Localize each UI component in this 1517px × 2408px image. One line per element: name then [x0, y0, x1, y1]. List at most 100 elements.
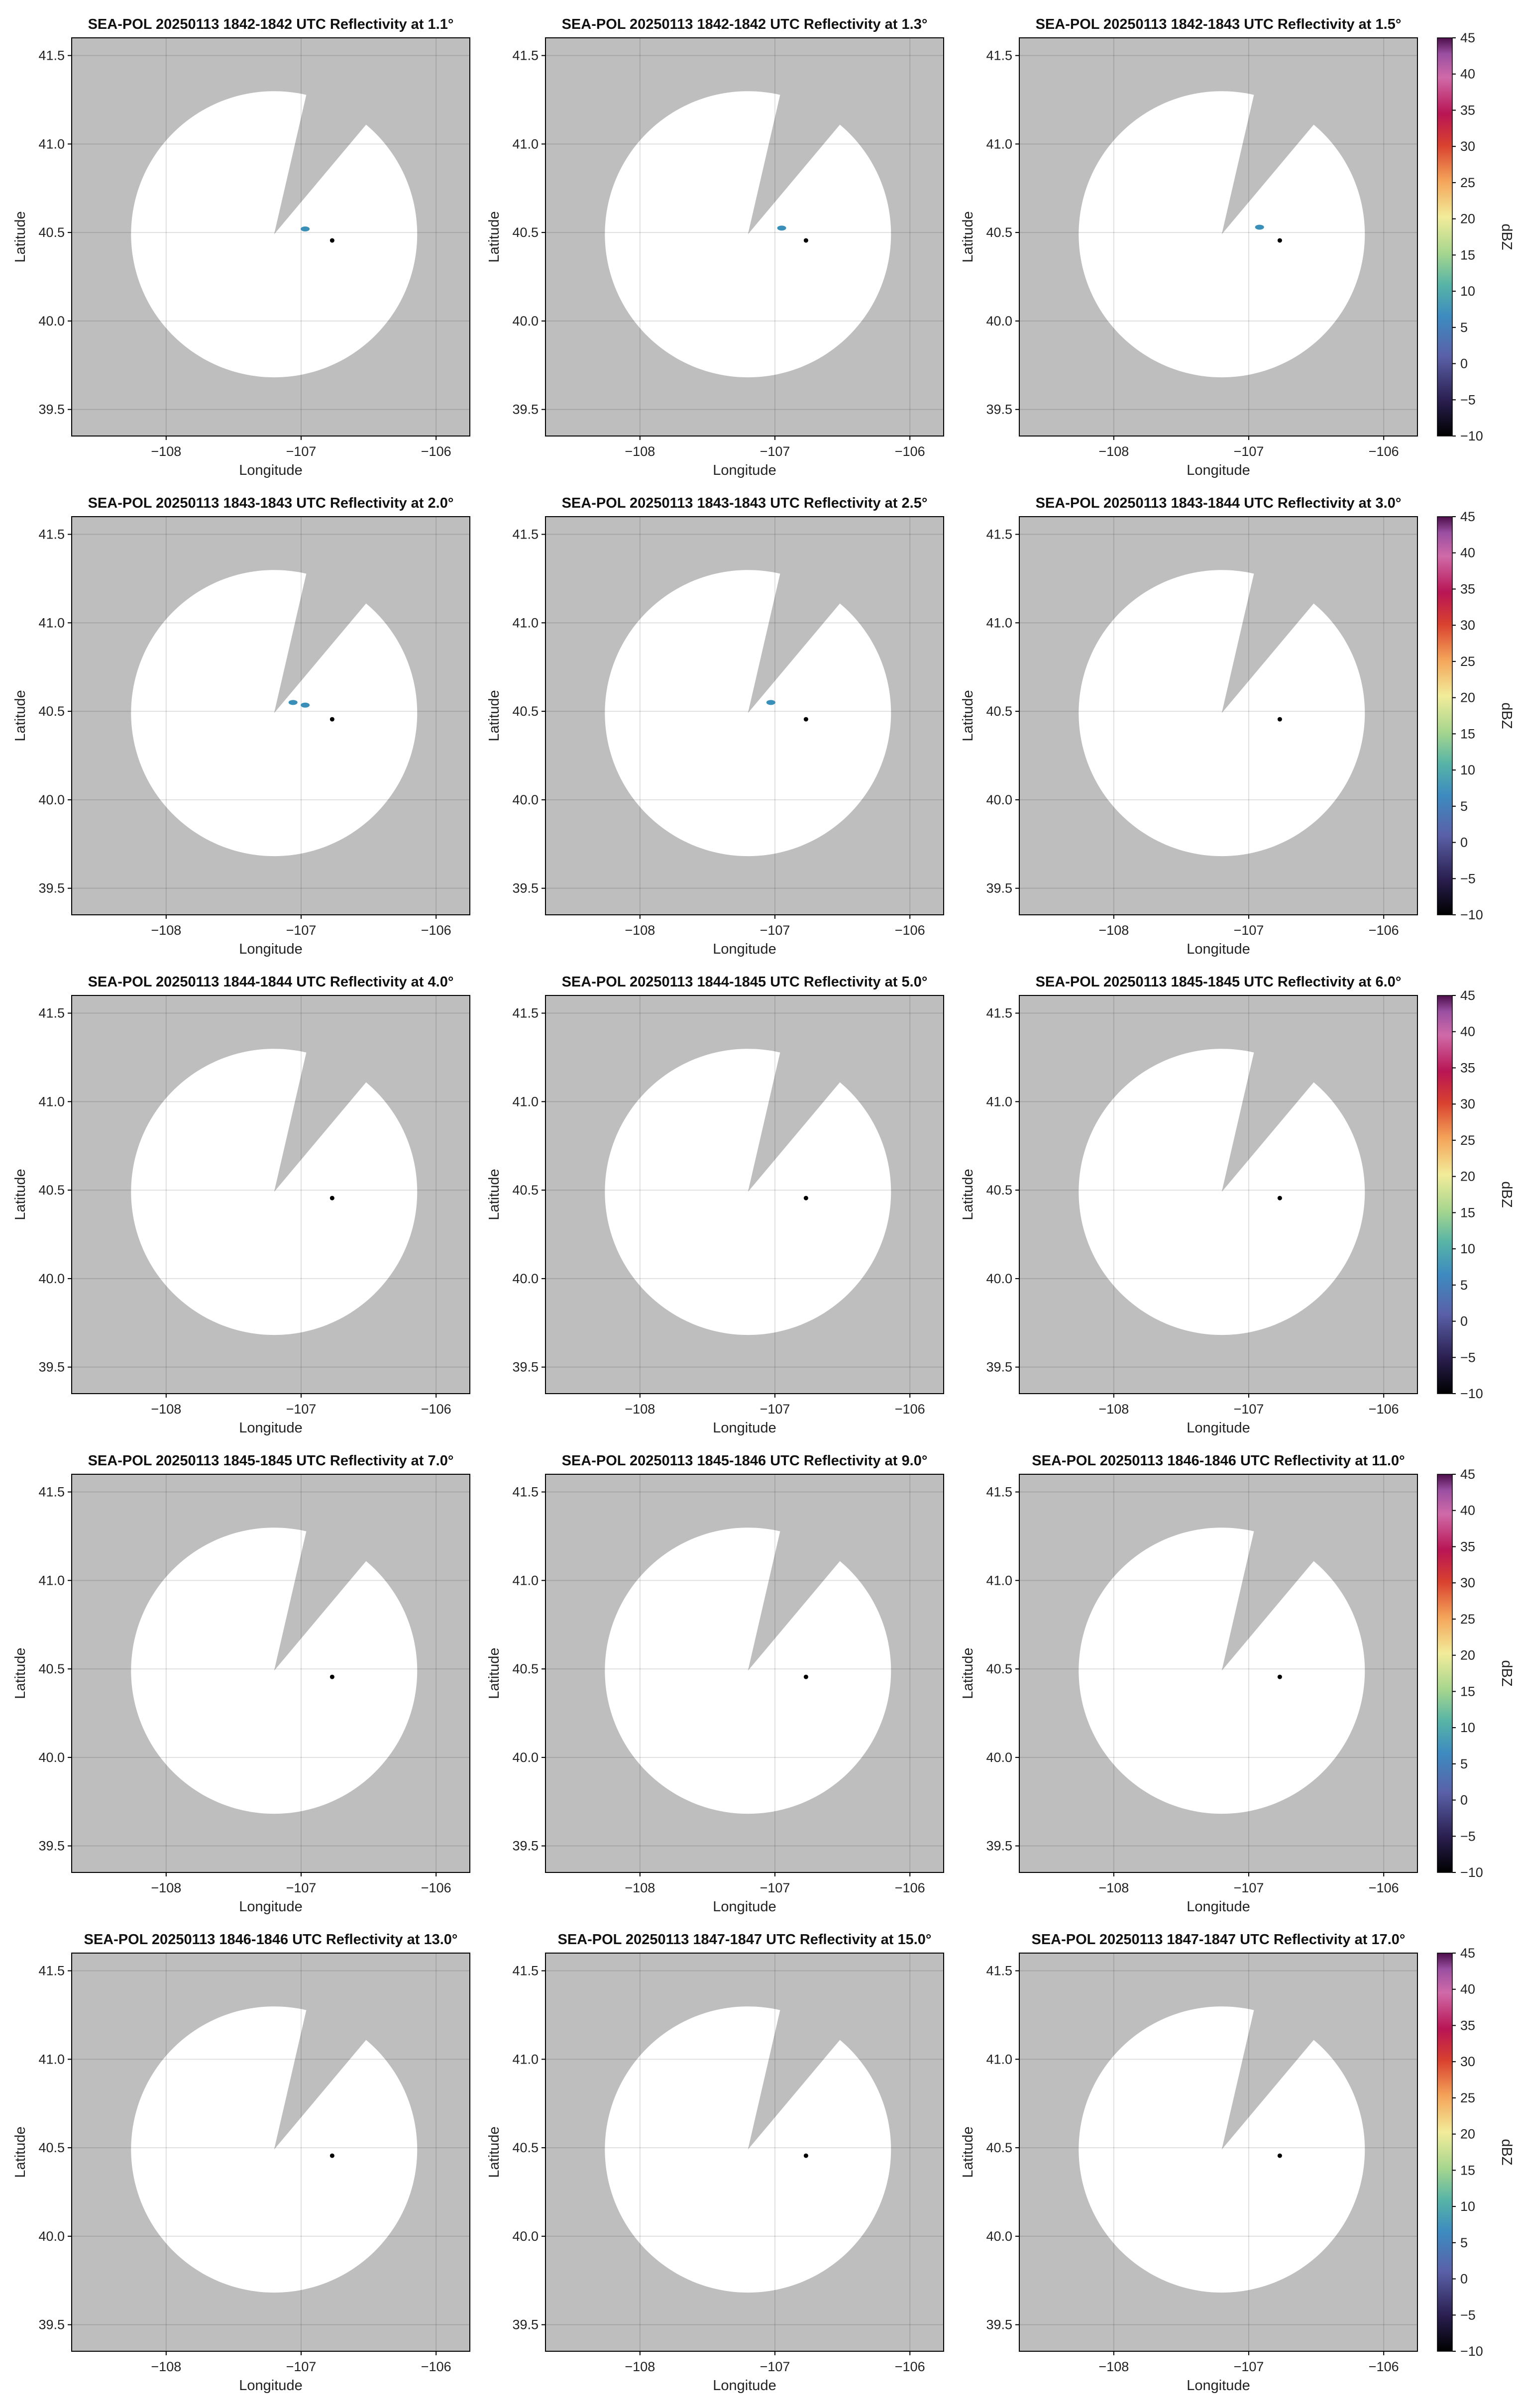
- x-tick-label: −106: [421, 2359, 451, 2374]
- plot-frame: [1019, 37, 1418, 437]
- colorbar-tick-label: 20: [1460, 212, 1475, 226]
- y-tick-label: 41.0: [986, 615, 1012, 630]
- colorbar-tick-label: −10: [1460, 1865, 1483, 1880]
- colorbar-tick-label: 35: [1460, 1060, 1475, 1075]
- x-axis-label: Longitude: [1187, 941, 1250, 957]
- reflectivity-echo: [766, 700, 775, 705]
- colorbar-tick-label: 35: [1460, 1539, 1475, 1554]
- x-tick-label: −107: [760, 444, 790, 459]
- y-tick-label: 40.5: [986, 225, 1012, 240]
- x-tick-label: −108: [1098, 923, 1129, 938]
- x-tick-label: −106: [895, 1402, 925, 1417]
- panel-title: SEA-POL 20250113 1847-1847 UTC Reflectiv…: [1032, 1932, 1406, 1948]
- colorbar-tick-label: 10: [1460, 284, 1475, 299]
- reflectivity-echo: [301, 226, 310, 231]
- y-tick-label: 39.5: [986, 881, 1012, 896]
- y-tick-label: 40.0: [512, 1750, 539, 1765]
- chart-panel: −108 −107 −106 39.5 40.0 40.5 41.0 41.5 Longitud…: [12, 495, 470, 957]
- colorbar-tick-label: 40: [1460, 1024, 1475, 1039]
- y-tick-label: 39.5: [512, 881, 539, 896]
- y-axis-label: Latitude: [486, 211, 502, 262]
- y-tick-label: 40.0: [986, 1271, 1012, 1286]
- colorbar-tick-label: 35: [1460, 103, 1475, 117]
- x-axis-label: Longitude: [713, 2378, 776, 2394]
- x-tick-label: −107: [1234, 2359, 1264, 2374]
- y-tick-label: 40.5: [38, 225, 65, 240]
- x-tick-label: −106: [1369, 2359, 1399, 2374]
- colorbar-tick-label: 45: [1460, 30, 1475, 45]
- x-tick-label: −108: [151, 1402, 181, 1417]
- x-axis-label: Longitude: [1187, 1420, 1250, 1436]
- plot-frame: [1019, 516, 1418, 915]
- site-marker: [1277, 238, 1282, 243]
- y-axis-label: Latitude: [486, 1169, 502, 1220]
- colorbar-tick-label: 10: [1460, 1241, 1475, 1256]
- y-tick-label: 39.5: [512, 1839, 539, 1854]
- y-tick-label: 39.5: [512, 2317, 539, 2332]
- colorbar-frame: [1437, 37, 1453, 437]
- x-tick-label: −108: [625, 1880, 655, 1895]
- y-tick-label: 39.5: [512, 402, 539, 417]
- radar-coverage-area: [131, 91, 418, 378]
- colorbar-tick-label: −10: [1460, 907, 1483, 922]
- colorbar-gradient: [1437, 995, 1452, 1394]
- x-tick-label: −106: [421, 444, 451, 459]
- site-marker: [329, 717, 334, 722]
- colorbar-tick-label: 40: [1460, 546, 1475, 560]
- colorbar-tick-label: 0: [1460, 2272, 1468, 2287]
- y-tick-label: 39.5: [986, 1360, 1012, 1375]
- x-axis-label: Longitude: [239, 1420, 302, 1436]
- y-tick-label: 39.5: [38, 1839, 65, 1854]
- colorbar-tick-label: 5: [1460, 1756, 1468, 1771]
- y-tick-label: 41.5: [986, 1006, 1012, 1021]
- y-tick-label: 40.5: [38, 2140, 65, 2155]
- colorbar-label: dBZ: [1499, 1181, 1515, 1207]
- chart-panel: −108 −107 −106 39.5 40.0 40.5 41.0 41.5 Longitud…: [960, 495, 1515, 957]
- x-tick-label: −107: [760, 1880, 790, 1895]
- x-tick-label: −108: [625, 444, 655, 459]
- plot-frame: [545, 995, 944, 1394]
- panel-title: SEA-POL 20250113 1846-1846 UTC Reflectiv…: [1032, 1453, 1405, 1469]
- y-tick-label: 40.5: [38, 1661, 65, 1676]
- chart-panel: −108 −107 −106 39.5 40.0 40.5 41.0 41.5 Longitud…: [486, 16, 944, 478]
- colorbar-tick-label: −5: [1460, 1829, 1476, 1844]
- plot-frame: [545, 516, 944, 915]
- x-axis-label: Longitude: [1187, 1899, 1250, 1915]
- site-marker: [329, 1196, 334, 1201]
- x-tick-label: −106: [1369, 1402, 1399, 1417]
- colorbar-gradient: [1437, 1953, 1452, 2351]
- reflectivity-echo: [288, 700, 298, 705]
- panel-title: SEA-POL 20250113 1845-1845 UTC Reflectiv…: [1036, 974, 1402, 990]
- x-axis-label: Longitude: [239, 2378, 302, 2394]
- x-tick-label: −107: [1234, 923, 1264, 938]
- y-axis-label: Latitude: [960, 211, 976, 262]
- reflectivity-echo: [777, 225, 786, 231]
- colorbar-tick-label: 0: [1460, 835, 1468, 850]
- y-axis-label: Latitude: [486, 1647, 502, 1699]
- colorbar-tick-label: 20: [1460, 2127, 1475, 2142]
- x-tick-label: −106: [895, 1880, 925, 1895]
- site-marker: [329, 2153, 334, 2158]
- chart-panel: −108 −107 −106 39.5 40.0 40.5 41.0 41.5 Longitud…: [960, 1453, 1515, 1915]
- colorbar-tick-label: 20: [1460, 690, 1475, 705]
- y-tick-label: 41.0: [512, 2052, 539, 2067]
- panel-title: SEA-POL 20250113 1845-1846 UTC Reflectiv…: [562, 1453, 928, 1469]
- x-axis-label: Longitude: [239, 462, 302, 478]
- site-marker: [1277, 1196, 1282, 1201]
- chart-panel: −108 −107 −106 39.5 40.0 40.5 41.0 41.5 Longitud…: [12, 1932, 470, 2394]
- panel-title: SEA-POL 20250113 1844-1845 UTC Reflectiv…: [562, 974, 928, 990]
- x-tick-label: −107: [286, 1880, 317, 1895]
- colorbar-tick-label: −5: [1460, 2307, 1476, 2322]
- x-axis-label: Longitude: [713, 462, 776, 478]
- y-tick-label: 40.0: [38, 314, 65, 328]
- y-tick-label: 40.0: [986, 792, 1012, 807]
- x-tick-label: −107: [1234, 1880, 1264, 1895]
- site-marker: [1277, 1674, 1282, 1679]
- colorbar-label: dBZ: [1499, 2139, 1515, 2165]
- x-tick-label: −106: [895, 444, 925, 459]
- x-axis-label: Longitude: [239, 941, 302, 957]
- site-marker: [803, 1674, 808, 1679]
- y-axis-label: Latitude: [960, 1647, 976, 1699]
- y-tick-label: 41.5: [986, 1485, 1012, 1500]
- colorbar-tick-label: 10: [1460, 763, 1475, 777]
